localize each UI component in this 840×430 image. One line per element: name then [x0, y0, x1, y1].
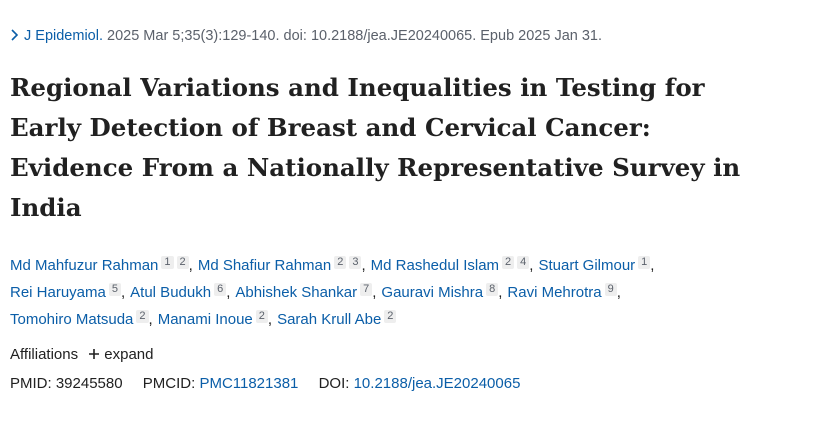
- affiliation-number[interactable]: 8: [486, 283, 499, 296]
- author-link[interactable]: Atul Budukh: [130, 284, 212, 301]
- article-title: Regional Variations and Inequalities in …: [10, 68, 740, 228]
- doi-link[interactable]: 10.2188/jea.JE20240065: [353, 375, 521, 392]
- author-link[interactable]: Manami Inoue: [157, 311, 253, 328]
- separator: ,: [529, 257, 534, 274]
- affiliation-number[interactable]: 9: [604, 283, 617, 296]
- expand-text[interactable]: expand: [104, 346, 154, 363]
- separator: ,: [650, 257, 655, 274]
- affiliation-number[interactable]: 2: [334, 256, 347, 269]
- expand-toggle[interactable]: expand: [88, 346, 153, 363]
- doi-label: DOI:: [318, 375, 350, 392]
- title-line: Regional Variations and Inequalities in …: [10, 73, 705, 102]
- affiliation-number[interactable]: 2: [136, 310, 149, 323]
- separator: ,: [616, 284, 621, 301]
- affiliation-number[interactable]: 3: [349, 256, 362, 269]
- author-link[interactable]: Md Shafiur Rahman: [197, 257, 332, 274]
- affiliations-label: Affiliations: [10, 346, 79, 363]
- author-link[interactable]: Ravi Mehrotra: [507, 284, 602, 301]
- author-link[interactable]: Md Rashedul Islam: [370, 257, 500, 274]
- citation: J Epidemiol. 2025 Mar 5;35(3):129-140. d…: [10, 28, 602, 44]
- title-line: Early Detection of Breast and Cervical C…: [10, 113, 651, 142]
- author-line: Tomohiro Matsuda 2, Manami Inoue 2, Sarah Kr…: [10, 306, 659, 333]
- affiliation-number[interactable]: 2: [502, 256, 515, 269]
- affiliation-number[interactable]: 5: [108, 283, 121, 296]
- affiliation-number[interactable]: 2: [176, 256, 189, 269]
- affiliation-number[interactable]: 7: [360, 283, 373, 296]
- affiliation-number[interactable]: 1: [161, 256, 174, 269]
- author-link[interactable]: Rei Haruyama: [10, 284, 106, 301]
- pmcid-link[interactable]: PMC11821381: [199, 375, 299, 392]
- separator: ,: [361, 257, 366, 274]
- pmid-label: PMID:: [10, 375, 52, 392]
- author-link[interactable]: Md Mahfuzur Rahman: [10, 257, 159, 274]
- affiliation-number[interactable]: 2: [255, 310, 268, 323]
- author-list: Md Mahfuzur Rahman 1 2, Md Shafiur Rahman 2 3…: [10, 252, 659, 333]
- pmcid-label: PMCID:: [142, 375, 196, 392]
- journal-link[interactable]: J Epidemiol.: [24, 28, 103, 44]
- separator: ,: [226, 284, 231, 301]
- affiliation-number[interactable]: 2: [384, 310, 397, 323]
- identifiers: PMID: 39245580 PMCID: PMC11821381 DOI: 1…: [10, 375, 520, 392]
- separator: ,: [372, 284, 377, 301]
- separator: ,: [121, 284, 126, 301]
- affiliations-row: Affiliations expand: [10, 346, 153, 363]
- separator: ,: [267, 311, 273, 328]
- author-link[interactable]: Sarah Krull Abe: [277, 311, 382, 328]
- title-line: Evidence From a Nationally Representativ…: [10, 153, 741, 182]
- separator: ,: [148, 311, 153, 328]
- author-link[interactable]: Gauravi Mishra: [381, 284, 484, 301]
- title-line: India: [10, 193, 82, 222]
- pmid: 39245580: [55, 375, 123, 392]
- affiliation-number[interactable]: 4: [517, 256, 530, 269]
- chevron-icon: [11, 29, 19, 41]
- affiliation-number[interactable]: 6: [214, 283, 227, 296]
- separator: ,: [188, 257, 193, 274]
- author-link[interactable]: Stuart Gilmour: [538, 257, 636, 274]
- author-link[interactable]: Tomohiro Matsuda: [10, 311, 134, 328]
- author-line: Rei Haruyama 5, Atul Budukh 6, Abhishek Shan…: [10, 279, 659, 306]
- plus-icon: [89, 349, 100, 359]
- citation-details: 2025 Mar 5;35(3):129-140. doi: 10.2188/j…: [107, 28, 603, 44]
- author-link[interactable]: Abhishek Shankar: [235, 284, 358, 301]
- separator: ,: [498, 284, 503, 301]
- author-line: Md Mahfuzur Rahman 1 2, Md Shafiur Rahman 2 3…: [10, 252, 659, 279]
- affiliation-number[interactable]: 1: [638, 256, 651, 269]
